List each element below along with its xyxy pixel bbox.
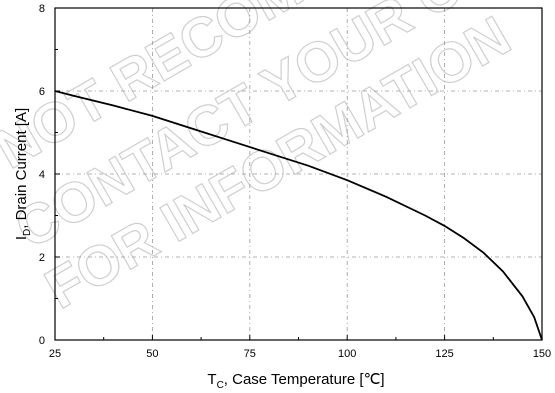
y-tick-label: 4 <box>39 169 45 181</box>
x-tick-label: 75 <box>244 348 256 360</box>
plot-frame <box>54 7 543 341</box>
x-tick-label: 100 <box>338 348 356 360</box>
grid <box>55 8 542 340</box>
x-tick-label: 25 <box>49 348 61 360</box>
y-axis-title-rest: , Drain Current [A] <box>13 108 30 229</box>
x-tick-label: 125 <box>435 348 453 360</box>
y-tick-label: 8 <box>39 3 45 15</box>
tick-labels: 25 50 75 100 125 150 0 2 4 6 8 <box>39 3 551 360</box>
x-tick-label: 50 <box>146 348 158 360</box>
x-axis-title: TC, Case Temperature [℃] <box>207 371 384 391</box>
series-line-1 <box>54 90 543 341</box>
y-axis-title: ID, Drain Current [A] <box>13 108 33 240</box>
y-axis-title-main: I <box>13 236 30 240</box>
y-tick-label: 2 <box>39 252 45 264</box>
x-axis-title-rest: , Case Temperature [℃] <box>224 371 385 388</box>
y-tick-label: 0 <box>39 335 45 347</box>
x-axis-title-main: T <box>207 371 216 388</box>
x-axis-title-sub: C <box>217 380 224 391</box>
series <box>54 90 543 341</box>
y-tick-label: 6 <box>39 86 45 98</box>
watermark: NOT RECOMMENDED FOR NEW DESIGN CONTACT Y… <box>0 0 555 321</box>
x-tick-label: 150 <box>533 348 551 360</box>
y-axis-title-sub: D <box>22 229 33 236</box>
